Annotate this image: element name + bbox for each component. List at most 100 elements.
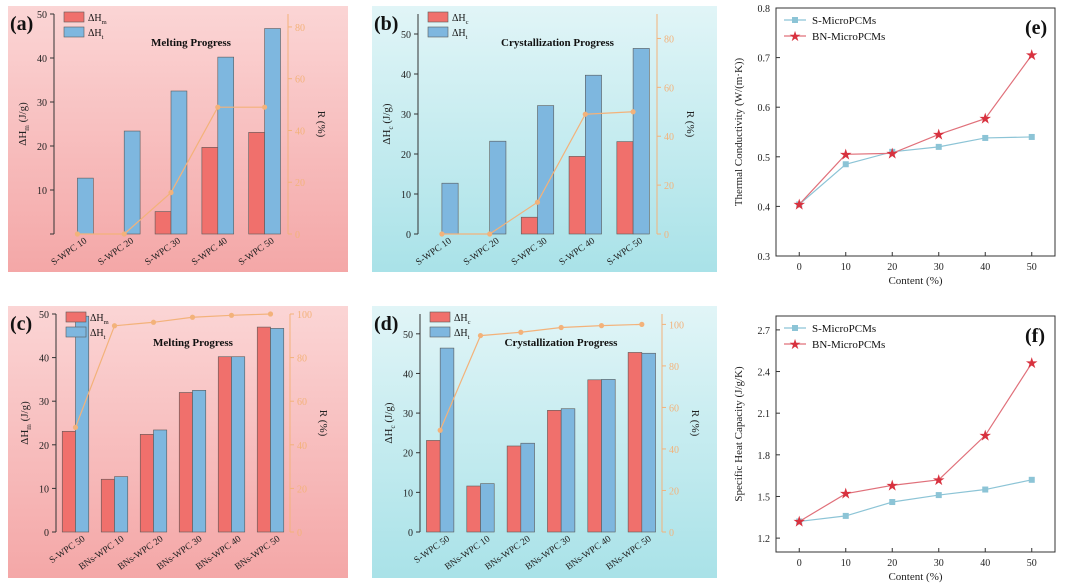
r-point-3	[150, 319, 157, 325]
plot-frame	[775, 7, 1056, 257]
y-tick-label: 10	[401, 190, 411, 201]
x-tick-label: 20	[887, 558, 897, 569]
panel-label: (e)	[1025, 17, 1047, 39]
y-tick-label: 20	[403, 449, 413, 460]
chart-title: Melting Progress	[153, 337, 234, 349]
series-line-1	[798, 136, 1032, 205]
x-tick-label: 40	[980, 558, 990, 569]
y-tick-label: 30	[403, 409, 413, 420]
panel-label: (a)	[10, 13, 33, 35]
y-axis-title-unit: (J/g)	[17, 102, 29, 125]
legend-label-c-sub: c	[468, 319, 471, 326]
legend-label-c-base: ΔH	[454, 313, 468, 324]
y2-tick-label: 80	[297, 354, 307, 365]
y-axis-title: ΔHm (J/g)	[19, 401, 33, 445]
y2-axis-title: R (%)	[684, 111, 696, 138]
r-point-2	[487, 231, 493, 237]
panel-background	[727, 308, 1072, 587]
legend-label-t-sub: t	[468, 334, 470, 341]
bar-t-4	[192, 390, 207, 533]
y-axis-title: ΔHc (J/g)	[381, 103, 395, 144]
y2-axis-title: R (%)	[689, 410, 701, 437]
y2-tick-label: 0	[664, 230, 669, 241]
y-tick-label: 0	[44, 528, 49, 539]
r-line	[439, 323, 642, 431]
y2-tick-label: 20	[669, 486, 679, 497]
y-tick-label: 0	[406, 230, 411, 241]
r-point-3	[518, 329, 524, 335]
y-tick-label: 10	[39, 484, 49, 495]
y-axis-title-base: ΔH	[17, 131, 29, 146]
bar-t-5	[632, 48, 650, 235]
bar-m-3	[154, 211, 172, 235]
r-point-1	[72, 424, 79, 430]
point-square-5	[982, 134, 989, 141]
y-tick-label: 50	[403, 330, 413, 341]
y-axis-title: ΔHc (J/g)	[383, 402, 397, 443]
bar-c-4	[568, 156, 586, 235]
bar-c-2	[466, 485, 481, 533]
y2-tick-label: 80	[664, 34, 674, 45]
y-tick-label: 30	[39, 397, 49, 408]
y-axis-title: Specific Heat Capacity (J/g/K)	[733, 366, 745, 502]
legend-label-t-base: ΔH	[90, 328, 104, 339]
legend-label-t-sub: t	[466, 34, 468, 41]
y-tick-label: 40	[403, 369, 413, 380]
x-tick-label: 30	[934, 558, 944, 569]
x-axis-title: Content (%)	[888, 275, 942, 287]
y2-tick-label: 80	[669, 362, 679, 373]
x-tick-label: 40	[980, 262, 990, 273]
bar-t-3	[537, 105, 555, 235]
y-tick-label: 0.5	[758, 153, 771, 164]
panel-label: (b)	[374, 13, 398, 35]
bar-t-3	[520, 442, 535, 533]
legend-swatch-c	[427, 11, 449, 23]
r-point-6	[639, 321, 645, 327]
legend-label-m: ΔHm	[90, 313, 109, 326]
legend-label-m-sub: m	[102, 19, 107, 26]
x-tick-label: 10	[841, 262, 851, 273]
point-star-1: ★	[793, 197, 806, 213]
y-tick-label: 1.5	[758, 492, 771, 503]
legend-marker-square	[792, 17, 798, 23]
panel-label: (d)	[374, 313, 398, 335]
r-point-3	[168, 189, 174, 196]
r-point-5	[630, 109, 636, 115]
bar-c-3	[520, 216, 538, 235]
r-point-4	[189, 314, 196, 320]
legend-swatch-m	[65, 311, 87, 323]
bar-m-2	[100, 478, 115, 533]
legend-marker-square	[792, 325, 798, 331]
x-tick-label: 50	[1027, 262, 1037, 273]
bar-m-1	[61, 430, 76, 533]
panel-label: (c)	[10, 313, 32, 335]
bar-c-5	[616, 141, 634, 235]
legend-label-t: ΔHt	[90, 328, 106, 341]
y2-tick-label: 100	[669, 320, 684, 331]
y2-axis-title: R (%)	[315, 111, 327, 138]
y2-tick-label: 80	[295, 23, 305, 34]
legend-label-t-sub: t	[104, 334, 106, 341]
y-axis-title-unit: (J/g)	[19, 401, 31, 424]
point-star-3: ★	[886, 146, 899, 162]
y-tick-label: 0.4	[758, 202, 771, 213]
legend-swatch-m	[63, 11, 85, 23]
y2-tick-label: 20	[664, 181, 674, 192]
y2-tick-label: 20	[297, 484, 307, 495]
chart-panel-5: 0 10 20 30 40 50 0.3 0.4 0.5 0.6 0.7 0.8 ★ ★ ★ ★ ★ ★ S-Mic…	[727, 0, 1072, 292]
r-point-1	[439, 231, 445, 237]
y-axis-title: Thermal Conductivity (W/(m·K))	[733, 57, 745, 206]
panel-background	[727, 0, 1072, 292]
y-axis-title-unit: (J/g)	[381, 103, 393, 126]
point-square-6	[1028, 476, 1035, 483]
y-tick-label: 0.3	[758, 252, 771, 263]
bar-c-5	[587, 379, 602, 533]
y-tick-label: 40	[37, 54, 47, 65]
bar-t-1	[441, 182, 459, 235]
legend-label: BN-MicroPCMs	[812, 31, 885, 43]
r-point-5	[598, 323, 605, 329]
r-point-1	[437, 427, 443, 433]
